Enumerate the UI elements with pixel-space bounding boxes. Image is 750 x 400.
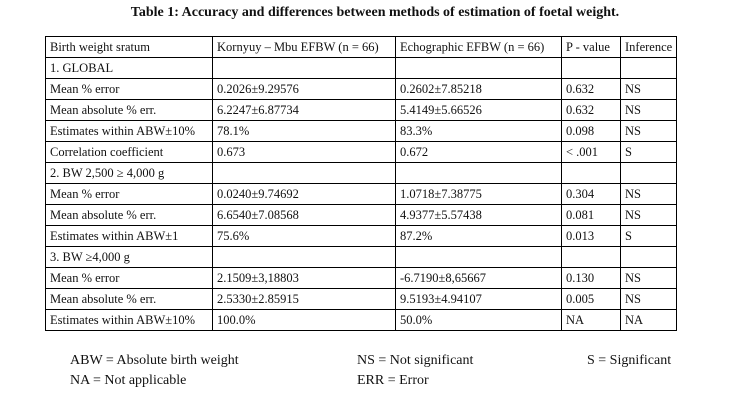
table-cell: Mean absolute % err. xyxy=(45,99,213,121)
table-cell: 1. GLOBAL xyxy=(45,57,213,79)
table-cell: 75.6% xyxy=(212,225,396,247)
table-cell: Estimates within ABW±10% xyxy=(45,309,213,331)
legend-err: ERR = Error xyxy=(357,373,429,388)
header-row: Birth weight sratum Kornyuy – Mbu EFBW (… xyxy=(45,36,678,58)
table-cell: 6.2247±6.87734 xyxy=(212,99,396,121)
table-cell xyxy=(212,162,396,184)
table-title: Table 1: Accuracy and differences betwee… xyxy=(130,5,620,20)
legend-na: NA = Not applicable xyxy=(70,373,187,388)
table-cell: 5.4149±5.66526 xyxy=(395,99,562,121)
header-cell: Kornyuy – Mbu EFBW (n = 66) xyxy=(212,36,396,58)
table-cell: 2.5330±2.85915 xyxy=(212,288,396,310)
table-cell xyxy=(395,57,562,79)
table-row: Mean absolute % err. 6.6540±7.08568 4.9377… xyxy=(45,204,678,226)
table-cell: S xyxy=(619,141,678,163)
table-cell: Mean % error xyxy=(45,183,213,205)
table-cell xyxy=(395,246,562,268)
table-row: Mean % error 0.2026±9.29576 0.2602±7.85218… xyxy=(45,78,678,100)
table-cell: Mean % error xyxy=(45,78,213,100)
table-cell: 50.0% xyxy=(395,309,562,331)
table-cell xyxy=(561,57,621,79)
table-cell: NA xyxy=(561,309,621,331)
table-row: Estimates within ABW±1 75.6% 87.2% 0.013 S xyxy=(45,225,678,247)
legend-abw: ABW = Absolute birth weight xyxy=(70,353,239,368)
table-cell: 100.0% xyxy=(212,309,396,331)
table-cell: NS xyxy=(619,78,678,100)
table-cell: Estimates within ABW±1 xyxy=(45,225,213,247)
table-cell: NA xyxy=(619,309,678,331)
table-cell xyxy=(395,162,562,184)
data-table: Birth weight sratum Kornyuy – Mbu EFBW (… xyxy=(45,36,678,331)
table-cell: 83.3% xyxy=(395,120,562,142)
table-row: Mean absolute % err. 6.2247±6.87734 5.4149… xyxy=(45,99,678,121)
table-cell: 0.672 xyxy=(395,141,562,163)
table-cell: < .001 xyxy=(561,141,621,163)
table-cell: 0.632 xyxy=(561,78,621,100)
table-cell: NS xyxy=(619,183,678,205)
table-cell: 2.1509±3,18803 xyxy=(212,267,396,289)
table-cell: Mean % error xyxy=(45,267,213,289)
table-cell: 0.005 xyxy=(561,288,621,310)
table-row: Mean % error 0.0240±9.74692 1.0718±7.38775… xyxy=(45,183,678,205)
table-cell: 1.0718±7.38775 xyxy=(395,183,562,205)
table-cell: 0.304 xyxy=(561,183,621,205)
table-cell: 0.673 xyxy=(212,141,396,163)
table-cell: 0.098 xyxy=(561,120,621,142)
table-cell xyxy=(212,246,396,268)
table-cell: Correlation coefficient xyxy=(45,141,213,163)
header-cell: Inference xyxy=(619,36,678,58)
table-cell xyxy=(561,246,621,268)
legend-s: S = Significant xyxy=(587,353,672,368)
table-row: Mean absolute % err. 2.5330±2.85915 9.519… xyxy=(45,288,678,310)
table-row: Estimates within ABW±10% 78.1% 83.3% 0.098 N… xyxy=(45,120,678,142)
table-cell: Mean absolute % err. xyxy=(45,288,213,310)
table-cell: Estimates within ABW±10% xyxy=(45,120,213,142)
table-row: Estimates within ABW±10% 100.0% 50.0% NA NA xyxy=(45,309,678,331)
table-cell: 3. BW ≥4,000 g xyxy=(45,246,213,268)
table-cell: 0.632 xyxy=(561,99,621,121)
table-cell: NS xyxy=(619,204,678,226)
table-cell xyxy=(619,57,678,79)
table-cell: 9.5193±4.94107 xyxy=(395,288,562,310)
table-cell: 87.2% xyxy=(395,225,562,247)
table-row: 1. GLOBAL xyxy=(45,57,678,79)
table-row: 3. BW ≥4,000 g xyxy=(45,246,678,268)
table-row: Mean % error 2.1509±3,18803 -6.7190±8,6566… xyxy=(45,267,678,289)
table-cell: 78.1% xyxy=(212,120,396,142)
table-cell: 2. BW 2,500 ≥ 4,000 g xyxy=(45,162,213,184)
header-cell: Birth weight sratum xyxy=(45,36,213,58)
table-cell: 0.0240±9.74692 xyxy=(212,183,396,205)
table-cell: 0.013 xyxy=(561,225,621,247)
legend-ns: NS = Not significant xyxy=(357,353,474,368)
table-cell: S xyxy=(619,225,678,247)
table-cell xyxy=(212,57,396,79)
table-cell: 0.081 xyxy=(561,204,621,226)
table-cell: 0.2026±9.29576 xyxy=(212,78,396,100)
table-row: Correlation coefficient 0.673 0.672 < .001 S xyxy=(45,141,678,163)
header-cell: P - value xyxy=(561,36,621,58)
table-cell: 0.2602±7.85218 xyxy=(395,78,562,100)
table-cell: 0.130 xyxy=(561,267,621,289)
header-cell: Echographic EFBW (n = 66) xyxy=(395,36,562,58)
table-cell: -6.7190±8,65667 xyxy=(395,267,562,289)
table-cell xyxy=(561,162,621,184)
table-cell: Mean absolute % err. xyxy=(45,204,213,226)
table-row: 2. BW 2,500 ≥ 4,000 g xyxy=(45,162,678,184)
table-cell: NS xyxy=(619,99,678,121)
table-cell: NS xyxy=(619,120,678,142)
table-cell: NS xyxy=(619,288,678,310)
table-cell xyxy=(619,246,678,268)
table-cell xyxy=(619,162,678,184)
table-cell: NS xyxy=(619,267,678,289)
table-cell: 4.9377±5.57438 xyxy=(395,204,562,226)
table-cell: 6.6540±7.08568 xyxy=(212,204,396,226)
